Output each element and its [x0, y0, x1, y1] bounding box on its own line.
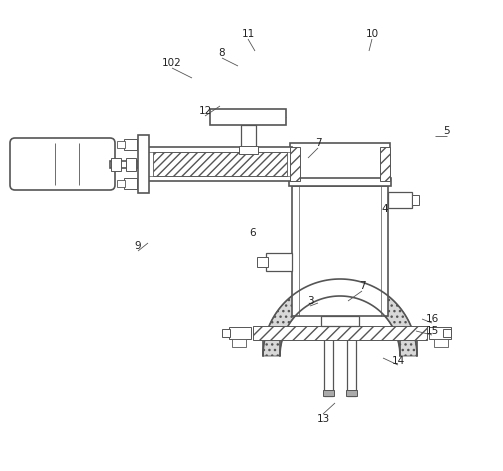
Bar [241, 125, 256, 147]
Bar [429, 327, 451, 339]
Text: 7: 7 [359, 281, 365, 291]
Bar [434, 339, 448, 347]
Bar [117, 141, 125, 148]
Text: 10: 10 [366, 29, 379, 39]
Bar [290, 143, 390, 185]
Bar [153, 152, 287, 176]
Bar [148, 147, 292, 181]
Bar [290, 147, 300, 181]
Bar [232, 339, 246, 347]
Bar [239, 146, 258, 154]
Bar [229, 327, 251, 339]
Text: 14: 14 [391, 356, 404, 366]
Text: 13: 13 [316, 414, 329, 424]
Bar [210, 109, 286, 125]
Text: 7: 7 [315, 138, 321, 148]
FancyBboxPatch shape [10, 138, 115, 190]
Bar [126, 157, 136, 171]
Bar [443, 329, 451, 337]
Bar [266, 253, 292, 271]
Text: 6: 6 [249, 228, 257, 238]
Text: 102: 102 [162, 58, 182, 68]
Text: 8: 8 [219, 48, 225, 58]
Bar [380, 147, 390, 181]
Bar [323, 390, 334, 396]
Bar [257, 257, 268, 267]
Bar [117, 180, 125, 187]
Bar [138, 135, 149, 193]
Text: 12: 12 [198, 106, 212, 116]
Polygon shape [263, 279, 417, 356]
Bar [412, 195, 419, 205]
Bar [289, 178, 391, 186]
Bar [110, 161, 138, 168]
Bar [124, 139, 137, 150]
Bar [111, 157, 121, 171]
Bar [292, 186, 388, 316]
Bar [324, 326, 333, 396]
Text: 5: 5 [444, 126, 450, 136]
Text: 4: 4 [382, 204, 388, 214]
Bar [321, 316, 359, 326]
Bar [253, 326, 427, 340]
Text: 11: 11 [241, 29, 255, 39]
Text: 3: 3 [307, 296, 313, 306]
Text: 9: 9 [135, 241, 141, 251]
Bar [124, 178, 137, 189]
Bar [346, 390, 357, 396]
Text: 16: 16 [426, 314, 439, 324]
Text: 15: 15 [426, 326, 439, 336]
Bar [347, 326, 356, 396]
Bar [222, 329, 230, 337]
Bar [388, 192, 412, 208]
